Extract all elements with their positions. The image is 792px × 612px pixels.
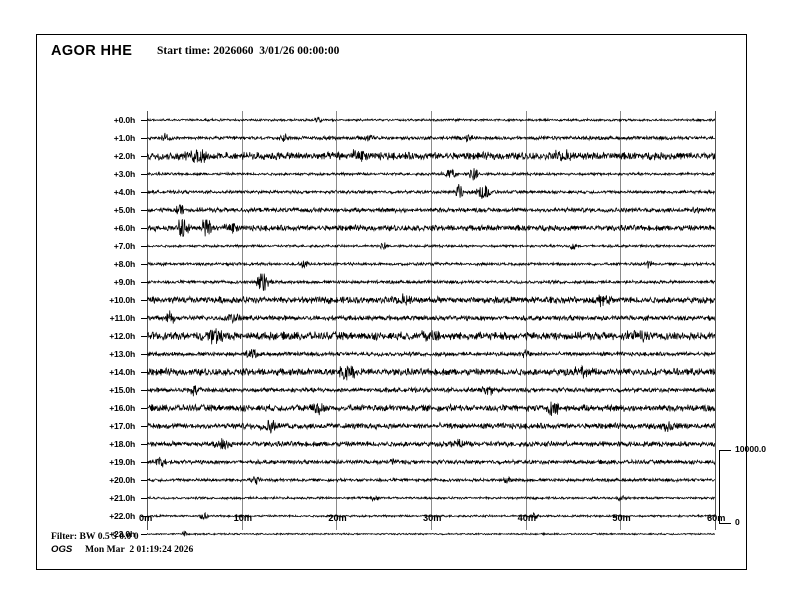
- generation-timestamp: Mon Mar 2 01:19:24 2026: [85, 544, 194, 555]
- y-axis-tick-label: +1.0h: [113, 133, 135, 143]
- trace-row: [147, 183, 715, 201]
- trace-row: [147, 273, 715, 291]
- y-axis-tick: [141, 408, 147, 410]
- y-axis-tick: [141, 282, 147, 284]
- y-axis-tick-label: +2.0h: [113, 151, 135, 161]
- trace-row: [147, 435, 715, 453]
- trace-plot-area: [147, 111, 717, 537]
- trace-row: [147, 111, 715, 129]
- y-axis-tick: [141, 516, 147, 518]
- x-axis-tick-label: 60m: [707, 513, 726, 523]
- y-axis-tick: [141, 336, 147, 338]
- x-gridline: [620, 111, 622, 530]
- y-axis-tick-label: +13.0h: [109, 349, 135, 359]
- trace-row: [147, 471, 715, 489]
- trace-row: [147, 363, 715, 381]
- y-axis-tick: [141, 462, 147, 464]
- trace-row: [147, 219, 715, 237]
- x-gridline: [147, 111, 149, 530]
- y-axis-tick: [141, 300, 147, 302]
- y-axis-tick-label: +4.0h: [113, 187, 135, 197]
- plot-frame: AGOR HHE Start time: 2026060 3/01/26 00:…: [36, 34, 766, 570]
- y-axis-tick-label: +15.0h: [109, 385, 135, 395]
- trace-row: [147, 489, 715, 507]
- trace-row: [147, 165, 715, 183]
- y-axis-tick-label: +7.0h: [113, 241, 135, 251]
- y-axis-tick-label: +5.0h: [113, 205, 135, 215]
- x-gridline: [431, 111, 432, 530]
- trace-row: [147, 309, 715, 327]
- y-axis-tick-label: +23.0h: [109, 529, 135, 539]
- y-axis-tick: [141, 264, 147, 266]
- trace-row: [147, 129, 715, 147]
- y-axis-tick-label: +11.0h: [109, 313, 136, 323]
- y-axis-tick-label: +19.0h: [109, 457, 135, 467]
- trace-row: [147, 399, 715, 417]
- trace-row: [147, 291, 715, 309]
- amplitude-scale-bracket: [719, 450, 731, 524]
- y-axis-tick: [141, 246, 147, 248]
- y-axis-tick-label: +9.0h: [113, 277, 135, 287]
- y-axis-tick-label: +18.0h: [109, 439, 135, 449]
- station-title: AGOR HHE: [51, 43, 133, 59]
- y-axis-tick-label: +10.0h: [109, 295, 135, 305]
- trace-row: [147, 327, 715, 345]
- y-axis-tick: [141, 138, 147, 140]
- agency-label: OGS: [51, 544, 73, 555]
- amplitude-scale-min: 0: [735, 517, 740, 527]
- y-axis-tick-label: +20.0h: [109, 475, 135, 485]
- y-axis-tick-label: +22.0h: [109, 511, 135, 521]
- trace-row: [147, 345, 715, 363]
- y-axis-tick-label: +8.0h: [113, 259, 135, 269]
- x-gridline: [715, 111, 717, 530]
- y-axis-tick: [141, 426, 147, 428]
- trace-row: [147, 453, 715, 471]
- y-axis-tick: [141, 444, 147, 446]
- y-axis-tick-label: +3.0h: [113, 169, 135, 179]
- y-axis-tick-label: +12.0h: [109, 331, 135, 341]
- y-axis-tick: [141, 372, 147, 374]
- y-axis-tick-label: +0.0h: [113, 115, 135, 125]
- trace-row: [147, 381, 715, 399]
- y-axis-tick: [141, 480, 147, 482]
- y-axis-tick: [141, 354, 147, 356]
- x-gridline: [241, 111, 243, 530]
- y-axis-tick: [141, 174, 147, 176]
- amplitude-scale-max: 10000.0: [735, 444, 767, 454]
- y-axis-tick: [141, 210, 147, 212]
- filter-label: Filter: BW 0.5 5 0.0 0: [51, 531, 139, 542]
- y-axis-tick: [141, 228, 147, 230]
- y-axis-tick-label: +16.0h: [109, 403, 135, 413]
- x-axis-tick-label: 30m: [423, 513, 442, 523]
- trace-row: [147, 525, 715, 543]
- trace-row: [147, 255, 715, 273]
- y-axis-tick: [141, 498, 147, 500]
- start-time-label: Start time: 2026060 3/01/26 00:00:00: [157, 45, 340, 57]
- x-gridline: [525, 111, 527, 530]
- y-axis-tick-label: +17.0h: [109, 421, 135, 431]
- y-axis-tick: [141, 534, 147, 536]
- y-axis-tick-label: +21.0h: [109, 493, 135, 503]
- trace-row: [147, 507, 715, 525]
- x-axis-tick-label: 0m: [139, 513, 153, 523]
- y-axis-tick-label: +6.0h: [113, 223, 135, 233]
- x-axis-tick-label: 40m: [517, 513, 537, 523]
- x-axis-tick-label: 10m: [233, 513, 253, 523]
- trace-row: [147, 417, 715, 435]
- trace-row: [147, 237, 715, 255]
- y-axis-tick: [141, 390, 147, 392]
- y-axis-tick: [141, 120, 147, 122]
- x-axis-tick-label: 20m: [328, 513, 347, 523]
- x-axis-tick-label: 50m: [612, 513, 631, 523]
- y-axis-tick: [141, 192, 147, 194]
- y-axis-tick-label: +14.0h: [109, 367, 135, 377]
- y-axis-tick: [141, 318, 147, 320]
- trace-row: [147, 147, 715, 165]
- trace-row: [147, 201, 715, 219]
- y-axis-tick: [141, 156, 147, 158]
- x-gridline: [336, 111, 338, 530]
